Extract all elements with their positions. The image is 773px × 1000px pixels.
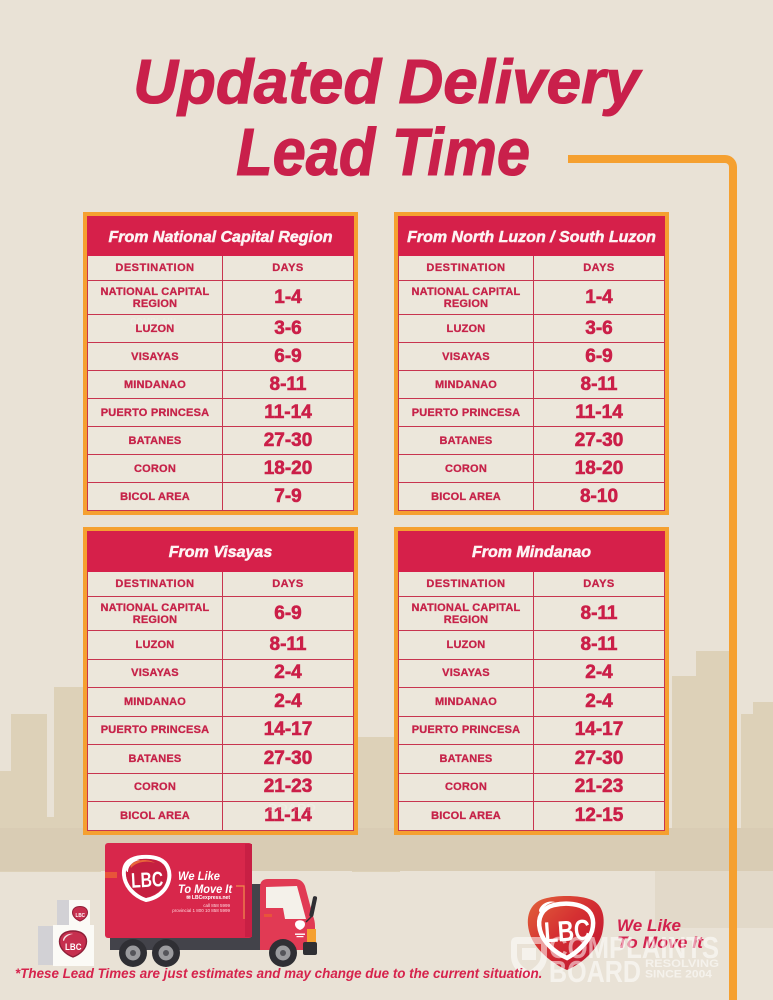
svg-text:SINCE 2004: SINCE 2004 [645, 969, 713, 981]
svg-text:We Like: We Like [178, 869, 220, 883]
svg-text:COMPLAIN: COMPLAIN [130, 317, 176, 328]
svg-text:RESOLVING: RESOLVING [645, 958, 719, 970]
svg-text:provincial 1 800 10 858 5999: provincial 1 800 10 858 5999 [172, 908, 230, 913]
svg-text:BOARD: BOARD [268, 803, 316, 814]
svg-text:BOARD: BOARD [549, 954, 641, 989]
svg-text:LBC: LBC [76, 913, 86, 919]
svg-text:LBC: LBC [131, 868, 164, 893]
svg-text:We Like: We Like [617, 916, 681, 935]
svg-text:COMPLAINTS: COMPLAINTS [549, 930, 719, 965]
svg-text:LBC: LBC [65, 942, 82, 953]
svg-text:✉ LBCexpress.net: ✉ LBCexpress.net [186, 895, 230, 901]
svg-text:LBC: LBC [543, 914, 591, 949]
svg-text:To Move It: To Move It [178, 882, 233, 896]
svg-text:To Move It: To Move It [617, 933, 704, 952]
svg-text:call 858 5999: call 858 5999 [203, 903, 230, 908]
